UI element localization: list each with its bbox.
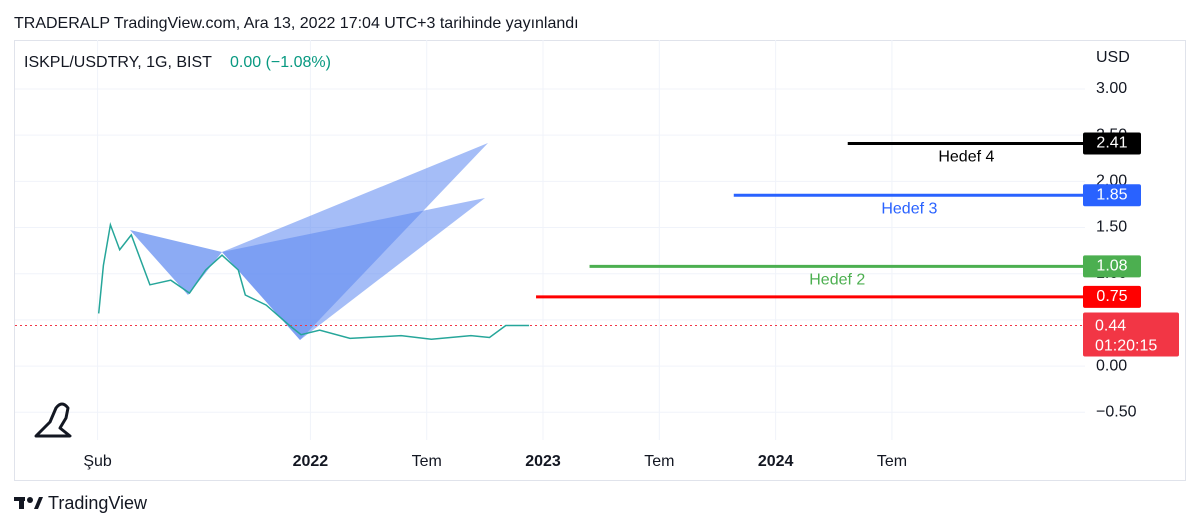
target-label: Hedef 3 — [881, 200, 937, 217]
price-badge — [1083, 285, 1141, 308]
plot — [15, 143, 1085, 341]
price-badge — [1083, 184, 1141, 207]
price-badge — [1083, 132, 1141, 155]
x-tick-label: 2024 — [758, 453, 794, 470]
footer-brand: TradingView — [48, 493, 148, 513]
last-price-label: 0.44 — [1095, 318, 1126, 335]
x-tick-label: Tem — [412, 453, 442, 470]
grid — [15, 40, 1085, 440]
x-tick-label: Tem — [644, 453, 674, 470]
target-label: Hedef 2 — [809, 272, 865, 289]
price-line — [97, 221, 530, 341]
header-title: TRADERALP TradingView.com, Ara 13, 2022 … — [14, 15, 579, 32]
price-badge-label: 1.85 — [1096, 186, 1127, 203]
x-tick-label: Şub — [83, 453, 112, 470]
chart-frame — [14, 40, 1186, 481]
pattern-shape — [222, 198, 485, 340]
last-price-badge — [1083, 312, 1179, 357]
price-badge-label: 0.75 — [1096, 288, 1127, 305]
x-tick-label: 2022 — [293, 453, 329, 470]
price-badge-label: 1.08 — [1096, 258, 1127, 275]
countdown: 01:20:15 — [1095, 338, 1157, 355]
x-tick-label: 2023 — [525, 453, 561, 470]
price-change: 0.00 (−1.08%) — [230, 54, 331, 71]
price-badge-label: 2.41 — [1096, 135, 1127, 152]
logo-mark — [34, 402, 72, 438]
pattern-shape — [130, 230, 222, 295]
y-tick-label: 3.00 — [1096, 80, 1127, 97]
target-label: Hedef 4 — [938, 149, 994, 166]
symbol: ISKPL/USDTRY, 1G, BIST — [24, 54, 212, 71]
x-tick-label: Tem — [877, 453, 907, 470]
y-tick-label: −0.50 — [1096, 404, 1137, 421]
y-tick-label: 1.50 — [1096, 219, 1127, 236]
footer-logo — [14, 497, 43, 509]
y-unit: USD — [1096, 49, 1130, 66]
y-tick-label: 0.00 — [1096, 357, 1127, 374]
price-badge — [1083, 255, 1141, 278]
